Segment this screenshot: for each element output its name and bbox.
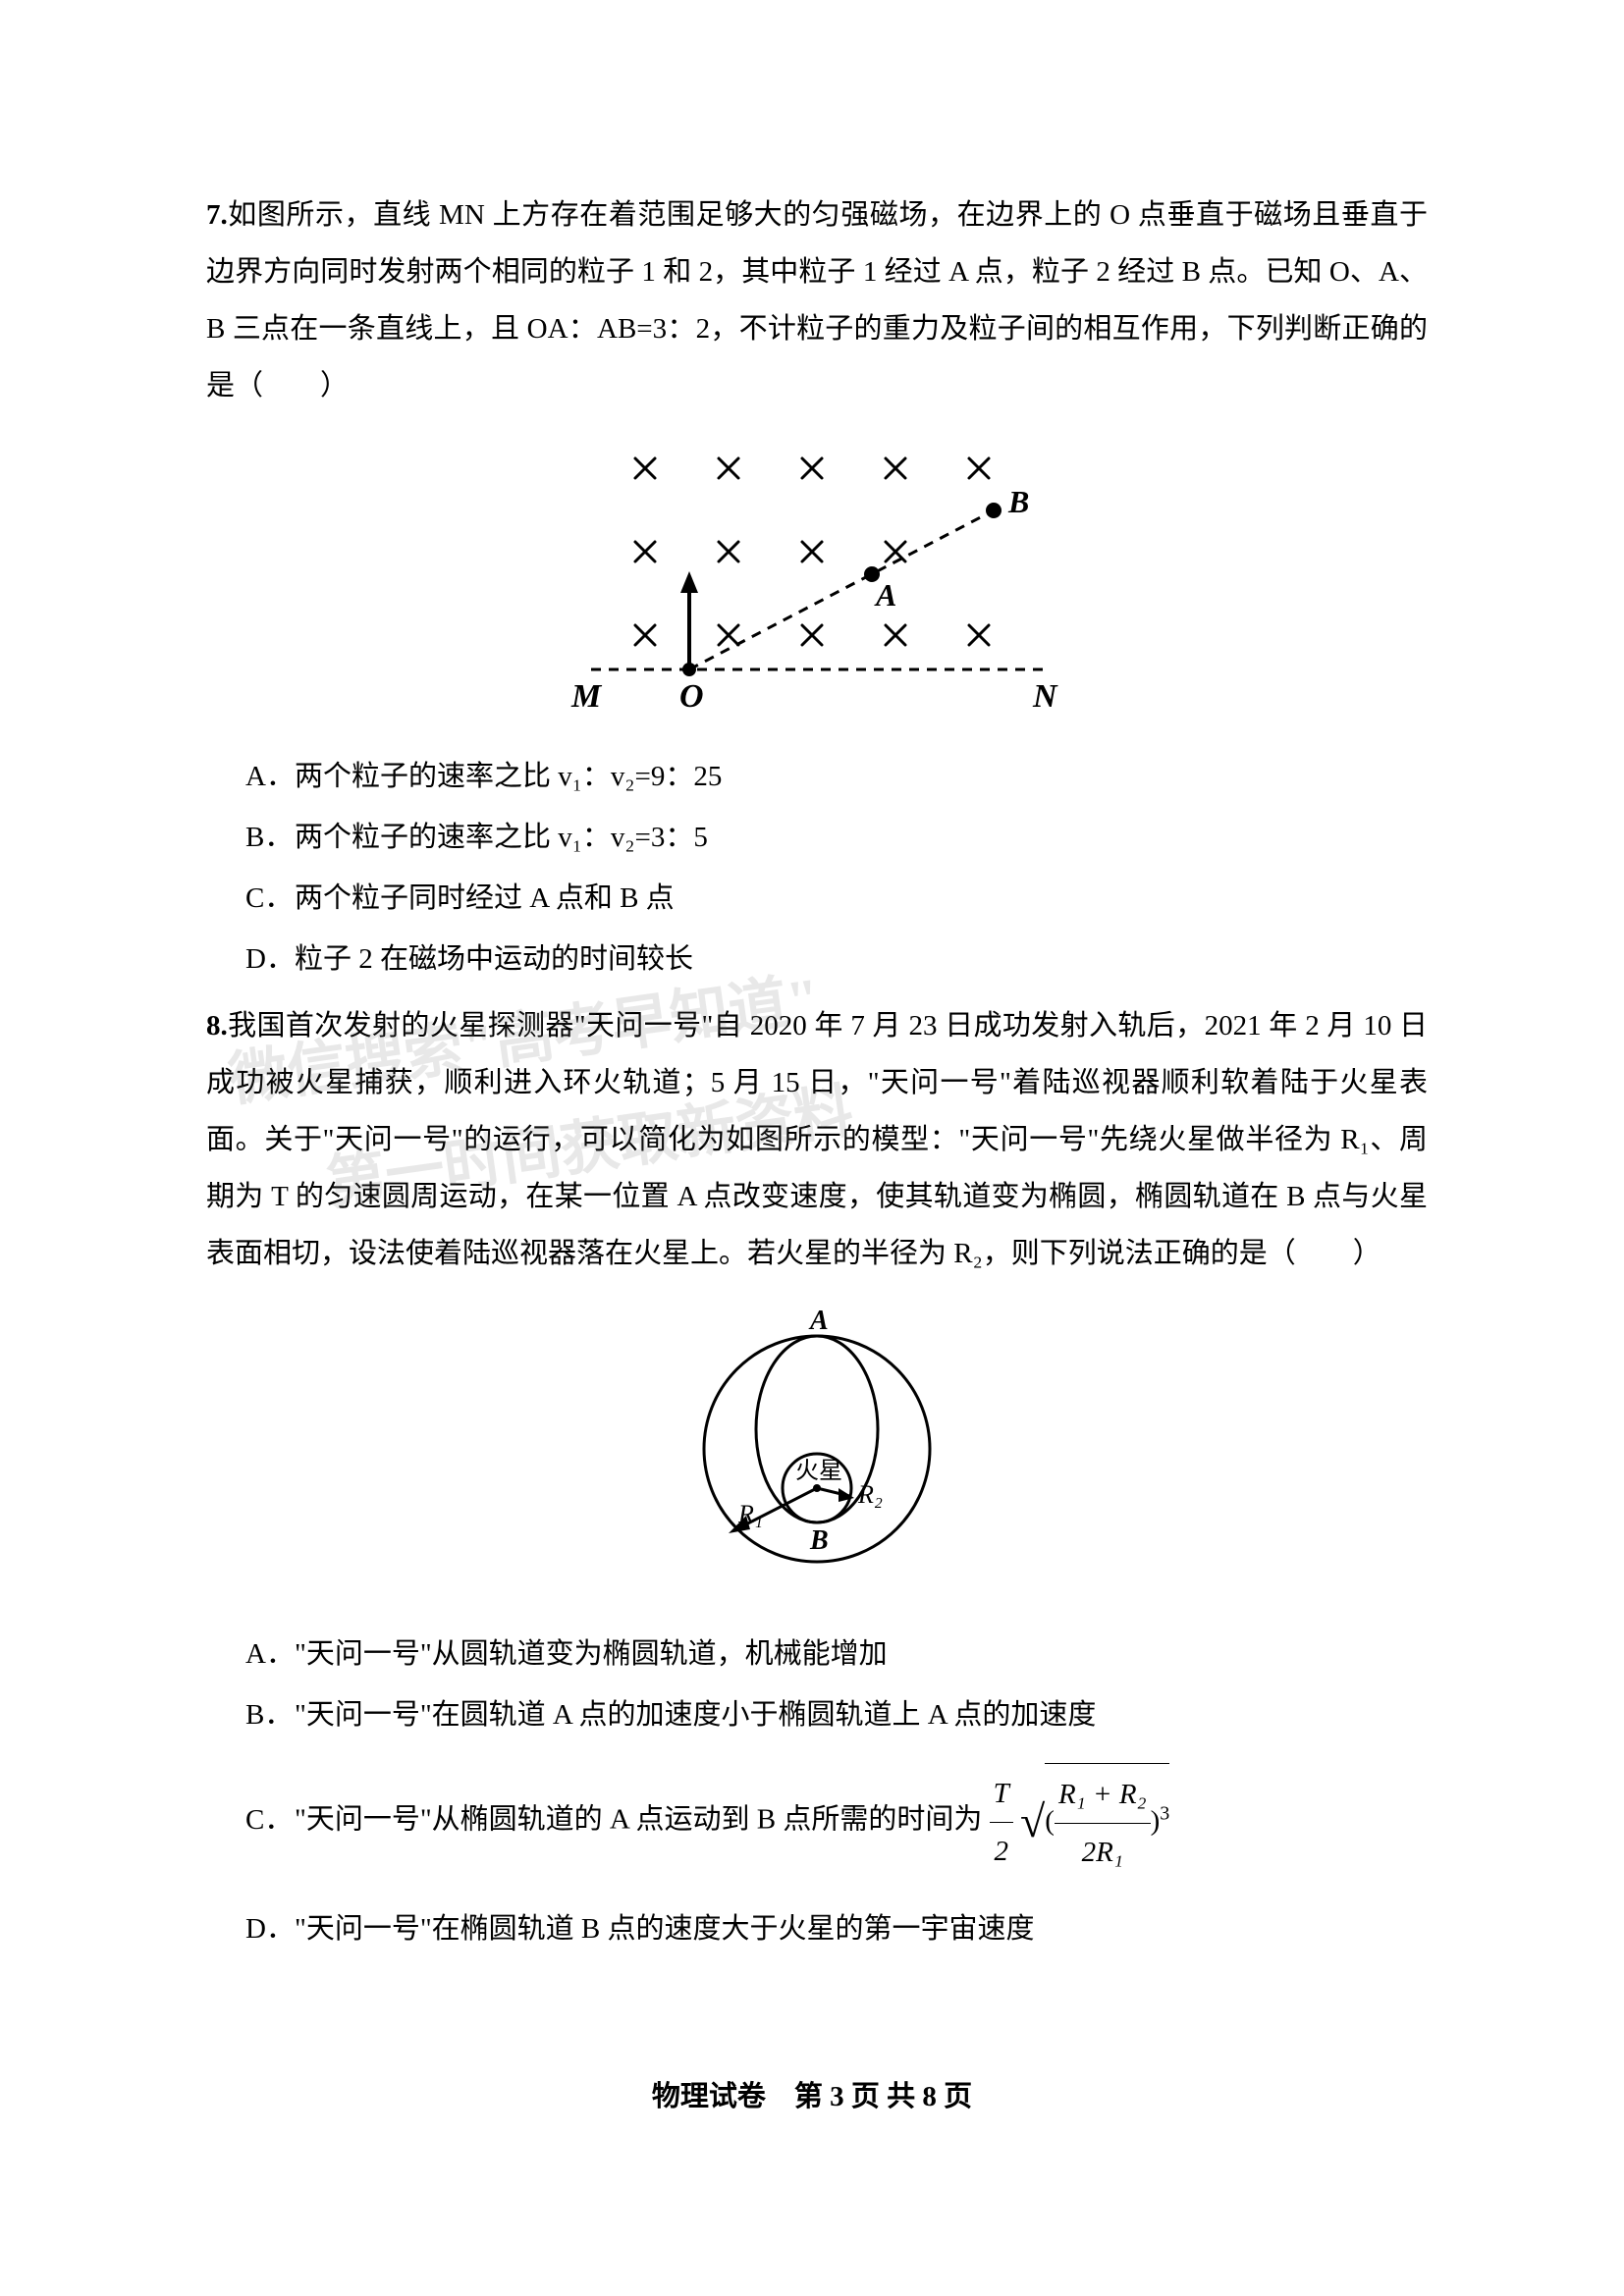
page-footer: 物理试卷 第 3 页 共 8 页 [0, 2073, 1624, 2114]
two: 2 [1082, 1837, 1097, 1868]
label-A: A [874, 577, 896, 613]
option-label: C． [245, 870, 295, 927]
footer-page-current: 3 [830, 2081, 844, 2112]
r1b: R₁ [1096, 1837, 1123, 1868]
frac-num: T [990, 1765, 1013, 1823]
q8-body: 我国首次发射的火星探测器"天问一号"自 2020 年 7 月 23 日成功发射入… [206, 1010, 1428, 1269]
formula-frac-inner: R₁ + R₂ 2R₁ [1055, 1766, 1151, 1881]
frac-num: R₁ + R₂ [1055, 1766, 1151, 1824]
q7-option-C: C．两个粒子同时经过 A 点和 B 点 [206, 870, 1428, 927]
footer-sep1: 第 [794, 2081, 823, 2112]
frac-den: 2R₁ [1055, 1824, 1151, 1881]
exponent: 3 [1160, 1803, 1169, 1825]
option-text: 两个粒子的速率之比 v₁：v₂=3：5 [295, 822, 708, 853]
option-text: "天问一号"在椭圆轨道 B 点的速度大于火星的第一宇宙速度 [295, 1913, 1035, 1945]
plus: + [1093, 1779, 1112, 1810]
option-label: A． [245, 1626, 295, 1682]
frac-den: 2 [990, 1823, 1013, 1880]
q8-number: 8. [206, 1010, 228, 1041]
option-text: 两个粒子的速率之比 v₁：v₂=9：25 [295, 761, 722, 792]
option-text: "天问一号"在圆轨道 A 点的加速度小于椭圆轨道上 A 点的加速度 [295, 1699, 1096, 1731]
q7-option-B: B．两个粒子的速率之比 v₁：v₂=3：5 [206, 809, 1428, 866]
q8-figure: A B 火星 R₁ R₂ [206, 1302, 1428, 1596]
label-A: A [808, 1306, 829, 1336]
label-O: O [679, 678, 704, 715]
r1: R₁ [1058, 1779, 1086, 1810]
q8-option-A: A．"天问一号"从圆轨道变为椭圆轨道，机械能增加 [206, 1626, 1428, 1682]
q8-option-D: D．"天问一号"在椭圆轨道 B 点的速度大于火星的第一宇宙速度 [206, 1900, 1428, 1957]
formula-frac-T2: T 2 [990, 1765, 1013, 1880]
q8-option-B: B．"天问一号"在圆轨道 A 点的加速度小于椭圆轨道上 A 点的加速度 [206, 1686, 1428, 1743]
footer-page-total: 8 [922, 2081, 937, 2112]
option-text: 两个粒子同时经过 A 点和 B 点 [295, 882, 675, 914]
q7-text: 7.如图所示，直线 MN 上方存在着范围足够大的匀强磁场，在边界上的 O 点垂直… [206, 187, 1428, 414]
label-R2: R₂ [857, 1480, 883, 1509]
option-label: D． [245, 931, 295, 988]
option-text: 粒子 2 在磁场中运动的时间较长 [295, 943, 693, 975]
option-label: C． [245, 1791, 295, 1848]
page-content: 7.如图所示，直线 MN 上方存在着范围足够大的匀强磁场，在边界上的 O 点垂直… [0, 0, 1624, 2059]
q8-option-C: C．"天问一号"从椭圆轨道的 A 点运动到 B 点所需的时间为 T 2 √ ( … [206, 1763, 1428, 1881]
footer-sep2: 页 共 [851, 2081, 915, 2112]
q7-option-D: D．粒子 2 在磁场中运动的时间较长 [206, 931, 1428, 988]
label-B: B [1007, 484, 1029, 519]
paren-close: ) [1151, 1805, 1161, 1837]
r2: R₂ [1119, 1779, 1147, 1810]
q7-figure: M O N A B [206, 434, 1428, 719]
q7-option-A: A．两个粒子的速率之比 v₁：v₂=9：25 [206, 748, 1428, 805]
q7-diagram: M O N A B [542, 434, 1092, 719]
q8-text: 8.我国首次发射的火星探测器"天问一号"自 2020 年 7 月 23 日成功发… [206, 997, 1428, 1282]
option-label: B． [245, 1686, 295, 1743]
sqrt-symbol: √ [1020, 1796, 1045, 1846]
option-text: "天问一号"从椭圆轨道的 A 点运动到 B 点所需的时间为 [295, 1804, 982, 1836]
label-mars: 火星 [795, 1459, 842, 1484]
q7-number: 7. [206, 199, 228, 231]
footer-subject: 物理试卷 [652, 2081, 766, 2112]
option-text: "天问一号"从圆轨道变为椭圆轨道，机械能增加 [295, 1638, 888, 1670]
label-B: B [809, 1525, 829, 1556]
option-label: A． [245, 748, 295, 805]
option-label: B． [245, 809, 295, 866]
label-R1: R₁ [737, 1500, 763, 1528]
label-M: M [570, 678, 603, 715]
q7-body: 如图所示，直线 MN 上方存在着范围足够大的匀强磁场，在边界上的 O 点垂直于磁… [206, 199, 1428, 401]
label-N: N [1032, 678, 1058, 715]
q8-diagram: A B 火星 R₁ R₂ [670, 1302, 964, 1596]
option-label: D． [245, 1900, 295, 1957]
paren-open: ( [1045, 1805, 1055, 1837]
footer-sep3: 页 [944, 2081, 972, 2112]
